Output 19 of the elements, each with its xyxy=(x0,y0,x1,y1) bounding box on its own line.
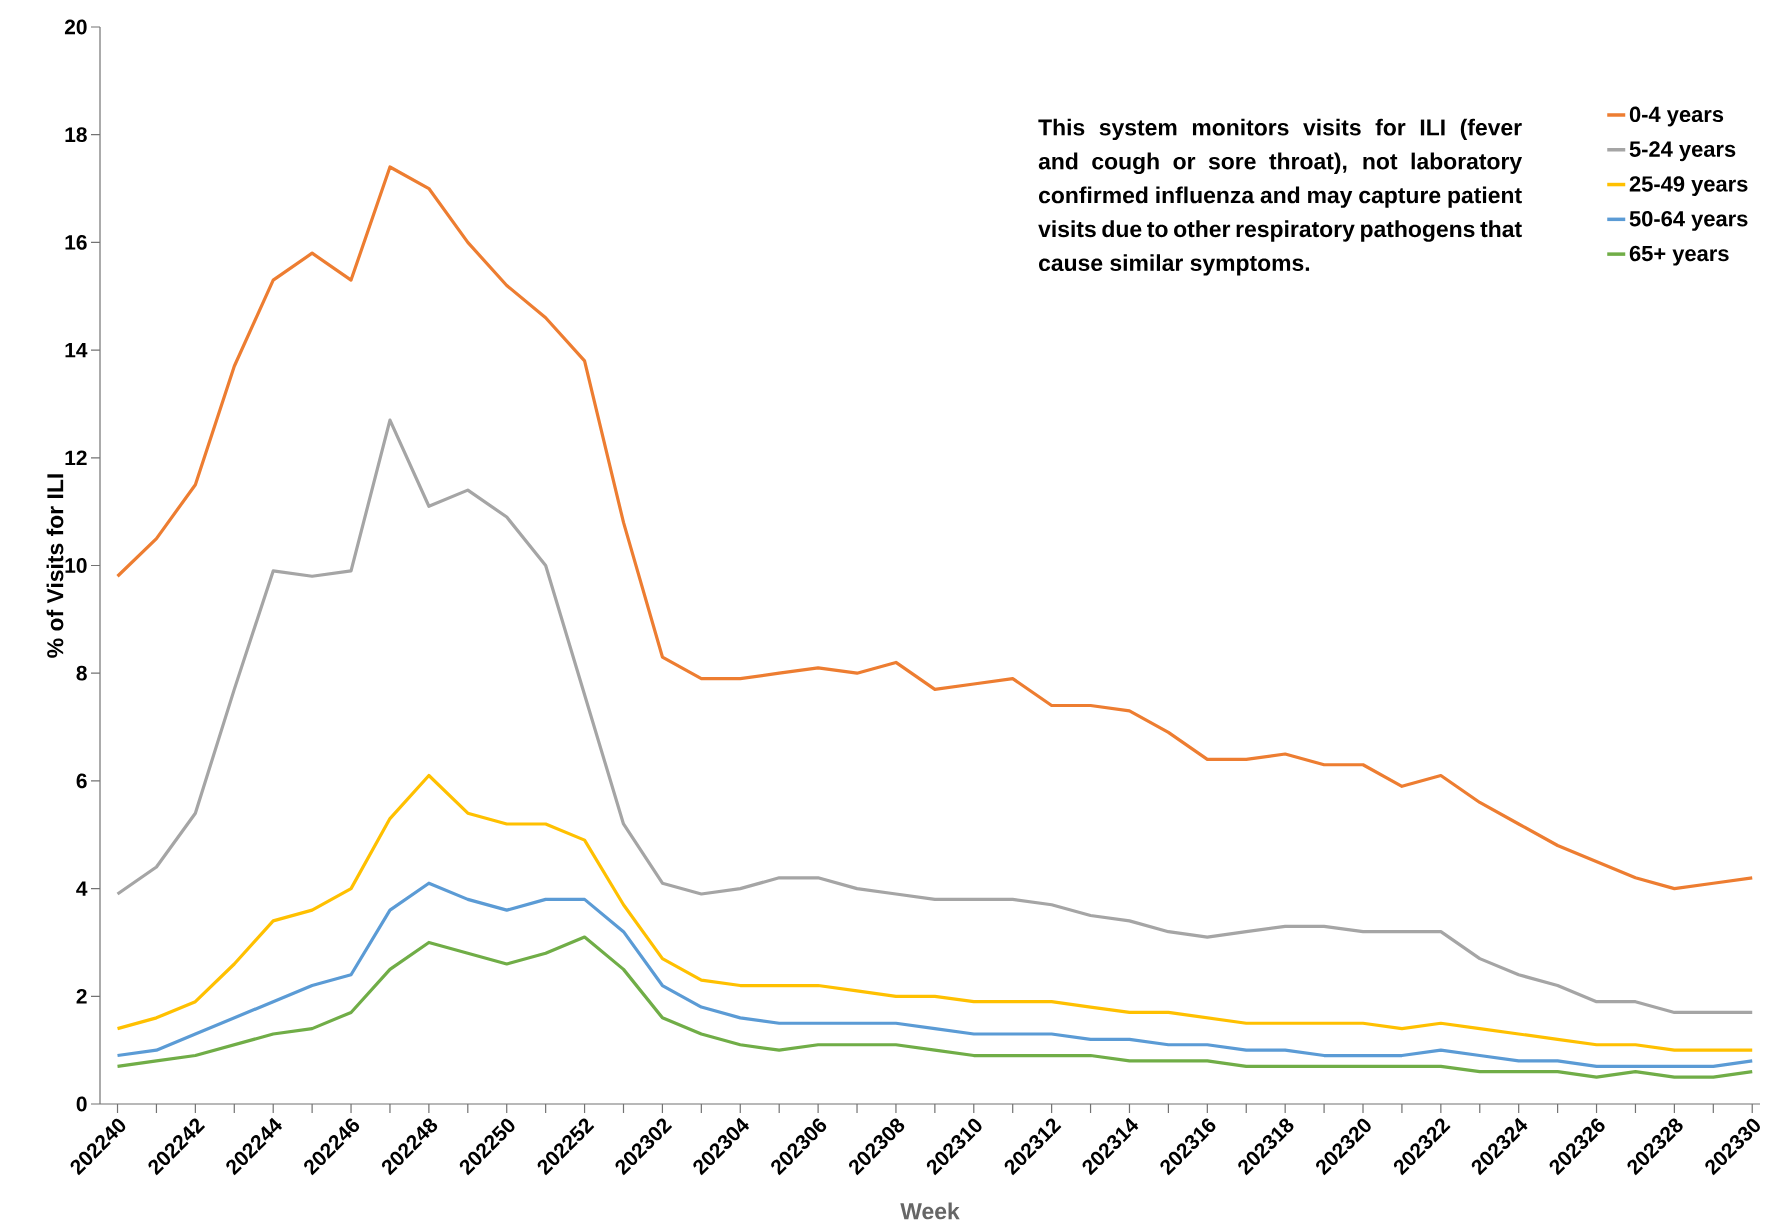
y-tick-label: 18 xyxy=(65,127,87,143)
y-tick-label: 0 xyxy=(76,1096,87,1112)
y-tick-label: 8 xyxy=(76,665,87,681)
y-tick-label: 4 xyxy=(76,881,88,896)
legend-label: 50-64 years xyxy=(1629,210,1748,231)
legend-label: 25-49 years xyxy=(1629,176,1748,196)
y-tick-label: 10 xyxy=(65,558,87,573)
x-axis-title: Week xyxy=(900,1202,960,1220)
y-tick-label: 2 xyxy=(76,988,87,1004)
y-axis-title: % of Visits for ILI xyxy=(46,474,64,658)
legend-label: 0-4 years xyxy=(1629,106,1724,127)
legend-label: 5-24 years xyxy=(1629,141,1736,162)
legend-label: 65+ years xyxy=(1629,245,1729,266)
y-tick-label: 6 xyxy=(76,773,87,789)
y-tick-label: 20 xyxy=(64,19,87,35)
y-tick-label: 14 xyxy=(65,342,88,358)
y-tick-label: 16 xyxy=(65,234,87,250)
annotation: This system monitors visits for ILI (fever and cough or sore throat), not laboratory confirmed influenza and may capture patient visits due to other respiratory pathogens that cause similar symptoms. xyxy=(1038,118,1523,276)
y-tick-label: 12 xyxy=(65,450,87,466)
